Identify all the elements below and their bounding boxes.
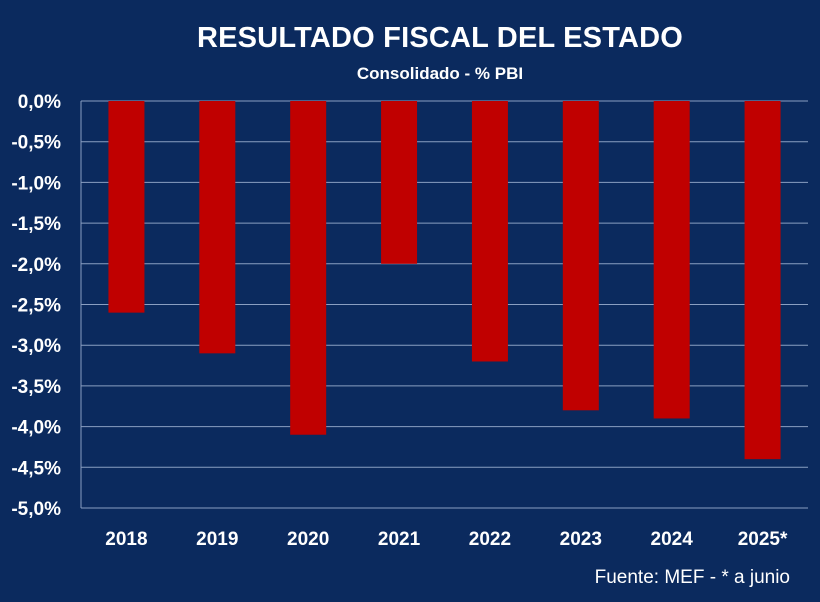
x-tick-label: 2020: [287, 529, 329, 550]
y-tick-label: -0,5%: [11, 133, 61, 154]
x-tick-label: 2022: [469, 529, 511, 550]
y-tick-label: -1,0%: [11, 173, 61, 194]
bar: [744, 101, 781, 460]
bar: [471, 101, 508, 362]
y-tick-label: -3,5%: [11, 377, 61, 398]
y-tick-label: -2,0%: [11, 255, 61, 276]
bar: [381, 101, 418, 264]
bar: [290, 101, 327, 435]
x-tick-label: 2019: [196, 529, 238, 550]
y-tick-label: -3,0%: [11, 336, 61, 357]
x-tick-label: 2018: [105, 529, 147, 550]
x-tick-label: 2021: [378, 529, 421, 550]
bar: [108, 101, 145, 313]
x-tick-label: 2023: [560, 529, 602, 550]
y-tick-label: -4,0%: [11, 418, 61, 439]
y-tick-label: -4,5%: [11, 458, 61, 479]
y-tick-label: -1,5%: [11, 214, 61, 235]
bar: [562, 101, 599, 411]
x-tick-label: 2025*: [738, 529, 788, 550]
y-tick-label: -5,0%: [11, 499, 61, 520]
y-tick-label: -2,5%: [11, 296, 61, 317]
bar: [199, 101, 236, 354]
chart-title: RESULTADO FISCAL DEL ESTADO: [196, 22, 684, 54]
source-note: Fuente: MEF - * a junio: [594, 567, 790, 588]
chart-subtitle: Consolidado - % PBI: [356, 64, 524, 83]
x-tick-label: 2024: [651, 529, 694, 550]
bar: [653, 101, 690, 419]
y-tick-label: 0,0%: [18, 92, 61, 113]
